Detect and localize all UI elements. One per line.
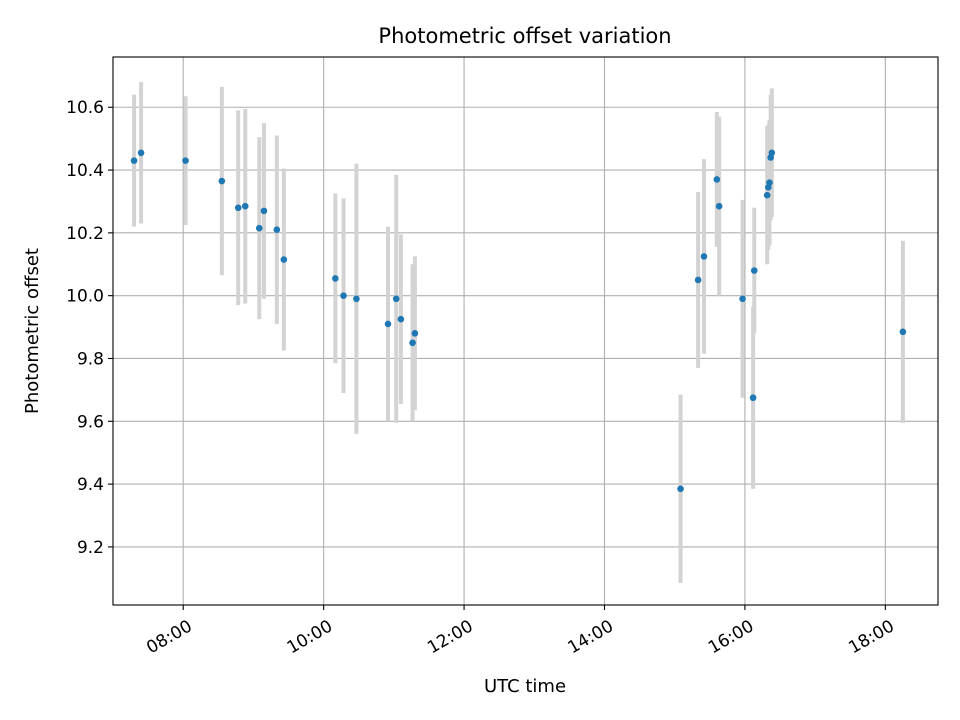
data-point xyxy=(768,149,776,157)
data-point xyxy=(763,191,771,199)
data-point xyxy=(739,295,746,303)
data-point xyxy=(899,328,907,336)
y-tick-label: 9.2 xyxy=(77,538,104,558)
data-point xyxy=(260,207,268,215)
data-point xyxy=(713,176,721,183)
data-point xyxy=(409,339,416,347)
data-points xyxy=(130,149,907,493)
data-point xyxy=(340,292,347,299)
grid-lines xyxy=(113,57,938,605)
data-point xyxy=(332,275,339,282)
x-axis-label: UTC time xyxy=(484,676,566,697)
data-point xyxy=(234,204,242,212)
data-point xyxy=(255,224,263,232)
data-point xyxy=(715,202,723,210)
data-point xyxy=(241,202,249,210)
y-axis: 9.2 9.4 9.6 9.8 10.0 10.2 10.4 10.6 xyxy=(66,98,113,558)
data-point xyxy=(280,256,288,263)
y-tick-label: 10.6 xyxy=(66,98,104,118)
data-point xyxy=(384,320,392,328)
y-tick-label: 9.6 xyxy=(77,412,104,432)
data-point xyxy=(677,485,684,493)
data-point xyxy=(353,295,360,303)
plot-area-frame xyxy=(112,56,939,606)
data-point xyxy=(694,276,702,284)
y-tick-label: 9.8 xyxy=(77,349,104,369)
data-point xyxy=(411,330,419,337)
y-tick-label: 9.4 xyxy=(77,475,104,495)
data-point xyxy=(137,149,145,157)
data-point xyxy=(700,253,708,260)
data-point xyxy=(397,315,405,323)
data-point xyxy=(182,157,189,164)
data-point xyxy=(218,177,226,185)
y-axis-label: Photometric offset xyxy=(22,248,43,414)
data-point xyxy=(273,226,281,234)
data-point xyxy=(392,295,400,303)
data-point xyxy=(130,157,138,164)
data-point xyxy=(749,394,757,402)
data-point xyxy=(750,267,758,274)
y-tick-label: 10.0 xyxy=(66,287,104,307)
y-tick-label: 10.2 xyxy=(66,224,104,244)
data-point xyxy=(766,179,773,186)
y-tick-label: 10.4 xyxy=(66,161,104,181)
chart-title: Photometric offset variation xyxy=(378,24,671,48)
